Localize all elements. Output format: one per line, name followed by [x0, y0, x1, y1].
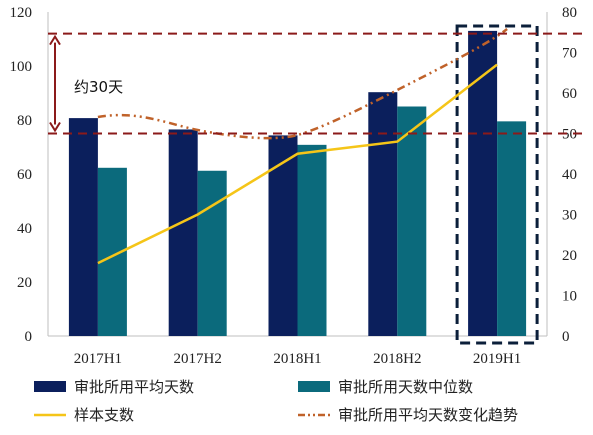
- right-tick-label: 80: [562, 5, 577, 21]
- legend-item: 审批所用天数中位数: [298, 378, 473, 396]
- bar-avg-days: [368, 92, 398, 336]
- right-tick-label: 60: [562, 86, 577, 102]
- left-tick-label: 80: [17, 113, 32, 129]
- bar-avg-days: [68, 118, 98, 336]
- sample-count-line: [97, 63, 498, 265]
- right-tick-label: 30: [562, 208, 577, 224]
- highlight-box: [455, 24, 539, 345]
- lines: [97, 28, 508, 265]
- bar-median-days: [397, 106, 427, 336]
- legend-label: 审批所用平均天数变化趋势: [338, 406, 518, 424]
- right-tick-label: 10: [562, 289, 577, 305]
- right-tick-label: 20: [562, 248, 577, 264]
- annotations: 约30天: [74, 78, 123, 96]
- x-tick-label: 2018H1: [273, 351, 321, 367]
- bar-median-days: [197, 170, 227, 336]
- right-tick-label: 70: [562, 46, 577, 62]
- x-tick-label: 2017H1: [74, 351, 122, 367]
- left-tick-label: 100: [10, 59, 33, 75]
- legend-label: 样本支数: [74, 406, 134, 424]
- span-arrow-head-top: [49, 34, 61, 46]
- bar-avg-days: [168, 129, 198, 336]
- bar-median-days: [497, 121, 527, 336]
- left-tick-label: 0: [25, 329, 33, 345]
- x-tick-label: 2019H1: [473, 351, 521, 367]
- legend-item: 样本支数: [34, 406, 134, 424]
- reference-lines: [48, 32, 587, 135]
- bars: [68, 24, 539, 345]
- span-arrow-head-bottom: [49, 121, 61, 133]
- annotation-label: 约30天: [74, 78, 123, 96]
- axes: 0 20 40 60 80 100 120 0 10 20 30 40 50 60 70 80 2017H1 20…: [10, 5, 578, 367]
- right-tick-label: 50: [562, 127, 577, 143]
- left-tick-label: 60: [17, 167, 32, 183]
- left-tick-label: 40: [17, 221, 32, 237]
- x-tick-label: 2018H2: [373, 351, 421, 367]
- left-tick-label: 120: [10, 5, 33, 21]
- legend-swatch: [34, 381, 66, 392]
- legend-item: 审批所用平均天数: [34, 378, 194, 396]
- legend-label: 审批所用平均天数: [74, 378, 194, 396]
- legend-swatch: [298, 381, 330, 392]
- left-tick-label: 20: [17, 275, 32, 291]
- right-tick-label: 40: [562, 167, 577, 183]
- legend-label: 审批所用天数中位数: [338, 378, 473, 396]
- bar-avg-days: [268, 135, 298, 336]
- trend-line: [97, 28, 508, 140]
- right-tick-label: 0: [562, 329, 570, 345]
- x-tick-label: 2017H2: [174, 351, 222, 367]
- legend-item: 审批所用平均天数变化趋势: [298, 406, 518, 424]
- bar-median-days: [297, 144, 327, 336]
